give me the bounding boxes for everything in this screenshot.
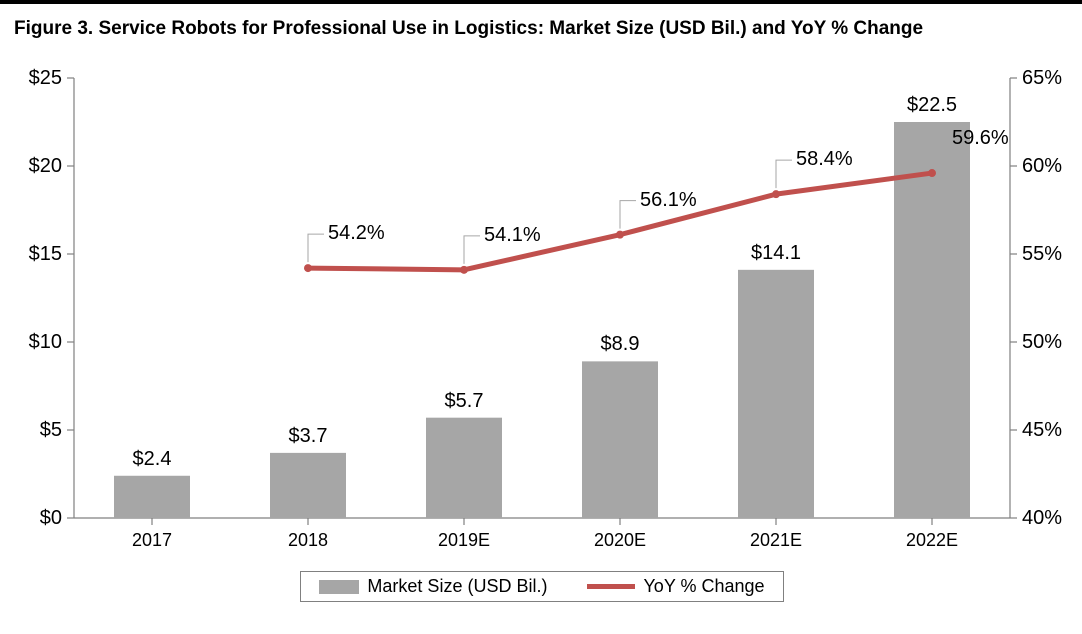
bar-value-label: $3.7 <box>258 425 358 448</box>
line-value-label: 56.1% <box>640 189 697 212</box>
y-left-tick-label: $20 <box>29 155 62 178</box>
y-left-tick-label: $0 <box>40 507 62 530</box>
y-right-tick-label: 45% <box>1022 419 1062 442</box>
legend-item: YoY % Change <box>587 576 764 597</box>
bar-value-label: $2.4 <box>102 448 202 471</box>
bar-value-label: $22.5 <box>882 94 982 117</box>
legend-swatch-line-icon <box>587 584 635 589</box>
legend-item: Market Size (USD Bil.) <box>319 576 547 597</box>
bar-value-label: $5.7 <box>414 390 514 413</box>
y-right-tick-label: 55% <box>1022 243 1062 266</box>
legend-swatch-bar-icon <box>319 580 359 594</box>
line-value-label: 59.6% <box>952 127 1009 150</box>
bar-value-label: $14.1 <box>726 242 826 265</box>
legend-label: Market Size (USD Bil.) <box>367 576 547 597</box>
y-left-tick-label: $10 <box>29 331 62 354</box>
bar-value-label: $8.9 <box>570 333 670 356</box>
x-tick-label: 2017 <box>102 530 202 551</box>
y-right-tick-label: 40% <box>1022 507 1062 530</box>
y-right-tick-label: 65% <box>1022 67 1062 90</box>
y-right-tick-label: 50% <box>1022 331 1062 354</box>
y-left-tick-label: $25 <box>29 67 62 90</box>
x-tick-label: 2022E <box>882 530 982 551</box>
legend: Market Size (USD Bil.) YoY % Change <box>0 570 1082 603</box>
y-left-tick-label: $5 <box>40 419 62 442</box>
line-value-label: 58.4% <box>796 148 853 171</box>
y-right-tick-label: 60% <box>1022 155 1062 178</box>
x-tick-label: 2019E <box>414 530 514 551</box>
legend-label: YoY % Change <box>643 576 764 597</box>
line-value-label: 54.1% <box>484 224 541 247</box>
x-tick-label: 2018 <box>258 530 358 551</box>
x-tick-label: 2020E <box>570 530 670 551</box>
line-value-label: 54.2% <box>328 222 385 245</box>
y-left-tick-label: $15 <box>29 243 62 266</box>
x-tick-label: 2021E <box>726 530 826 551</box>
